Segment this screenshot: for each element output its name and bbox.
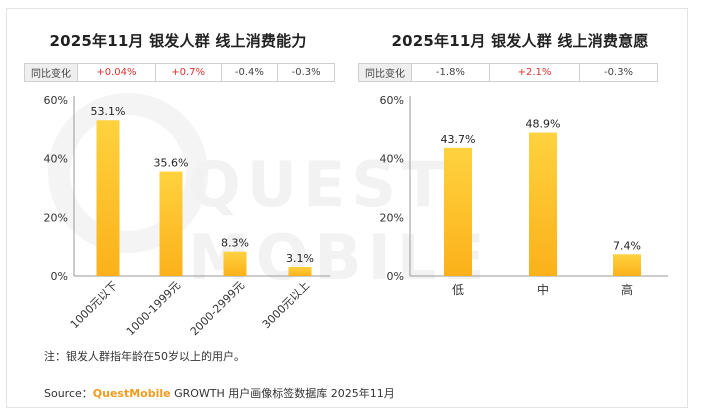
yoy-cell: -0.3% — [579, 63, 658, 82]
left-yoy-table: 同比变化 +0.04% +0.7% -0.4% -0.3% — [24, 63, 335, 82]
y-tick-label: 20% — [44, 211, 68, 224]
x-category-label: 1000-1999元 — [124, 279, 183, 338]
y-tick-label: 40% — [44, 153, 68, 166]
source-rest: GROWTH 用户画像标签数据库 2025年11月 — [170, 387, 395, 400]
yoy-cell: +0.04% — [77, 63, 156, 82]
x-category-label: 中 — [537, 282, 549, 297]
y-tick-label: 40% — [380, 153, 404, 166]
bar-value-label: 43.7% — [441, 133, 476, 146]
x-category-label: 高 — [621, 282, 633, 297]
bar-value-label: 7.4% — [613, 239, 641, 252]
source-brand: QuestMobile — [92, 387, 171, 400]
yoy-row: 同比变化 -1.8% +2.1% -0.3% — [358, 63, 658, 82]
yoy-cell: -0.3% — [277, 63, 335, 82]
x-category-label: 3000元以上 — [260, 279, 312, 331]
bar-value-label: 8.3% — [221, 237, 249, 250]
yoy-label: 同比变化 — [358, 63, 412, 82]
right-chart-title: 2025年11月 银发人群 线上消费意愿 — [391, 32, 649, 50]
right-yoy-table: 同比变化 -1.8% +2.1% -0.3% — [358, 63, 658, 82]
yoy-cell: +0.7% — [154, 63, 222, 82]
y-tick-label: 0% — [51, 270, 68, 283]
footnote: 注：银发人群指年龄在50岁以上的用户。 — [44, 350, 245, 363]
bar — [223, 251, 247, 276]
left-chart-title: 2025年11月 银发人群 线上消费能力 — [49, 32, 307, 50]
x-category-label: 2000-2999元 — [188, 279, 247, 338]
y-tick-label: 60% — [380, 94, 404, 107]
y-tick-label: 20% — [380, 211, 404, 224]
y-tick-label: 60% — [44, 94, 68, 107]
source-prefix: Source： — [44, 387, 93, 400]
bar — [613, 254, 641, 276]
bar-value-label: 53.1% — [91, 105, 126, 118]
bar — [444, 147, 472, 276]
yoy-row: 同比变化 +0.04% +0.7% -0.4% -0.3% — [24, 63, 335, 82]
y-tick-label: 0% — [387, 270, 404, 283]
bar-value-label: 3.1% — [286, 252, 314, 265]
bar — [288, 266, 312, 276]
yoy-cell: +2.1% — [488, 63, 581, 82]
bar-value-label: 48.9% — [526, 118, 561, 131]
yoy-label: 同比变化 — [24, 63, 78, 82]
bar — [96, 120, 120, 277]
bar-value-label: 35.6% — [154, 157, 189, 170]
x-category-label: 低 — [452, 283, 464, 297]
x-category-label: 1000元以下 — [68, 279, 120, 331]
bar — [529, 132, 557, 276]
source-line: Source：QuestMobile GROWTH 用户画像标签数据库 2025… — [44, 385, 395, 401]
bar — [159, 171, 183, 276]
report-frame — [6, 8, 688, 408]
